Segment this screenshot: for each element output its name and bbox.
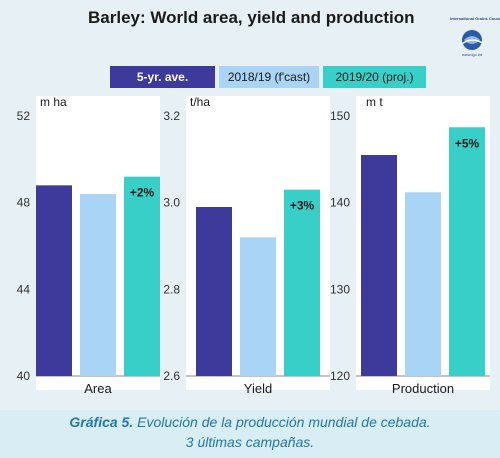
bar-production-3 bbox=[449, 127, 485, 377]
y-tick-label-area: 44 bbox=[17, 282, 31, 296]
y-tick-label-area: 52 bbox=[17, 109, 31, 123]
y-tick-label-production: 140 bbox=[330, 196, 350, 210]
annotation-area: +2% bbox=[130, 186, 155, 200]
y-tick-label-yield: 2.6 bbox=[163, 369, 180, 383]
unit-label-yield: t/ha bbox=[190, 95, 210, 109]
legend-label-forecast: 2018/19 (f'cast) bbox=[227, 70, 311, 84]
bar-charts: m ha 52 48 44 40 +2% Area t/ha 3.2 3.0 2.8 2.6 +3% Yi… bbox=[17, 95, 490, 396]
x-label-production: Production bbox=[392, 381, 454, 396]
unit-label-production: m t bbox=[366, 95, 383, 109]
figure-caption-line2: 3 últimas campañas. bbox=[185, 434, 315, 450]
bar-yield-2 bbox=[240, 237, 276, 376]
y-tick-label-area: 40 bbox=[17, 369, 31, 383]
y-tick-label-yield: 3.2 bbox=[163, 109, 180, 123]
bar-area-3 bbox=[124, 176, 160, 376]
chart-panel: Barley: World area, yield and production… bbox=[0, 0, 500, 410]
logo-name: International Grains Council bbox=[450, 16, 500, 21]
caption-text: Evolución de la producción mundial de ce… bbox=[137, 414, 431, 430]
bar-area-2 bbox=[80, 194, 116, 376]
bar-production-1 bbox=[361, 155, 397, 376]
y-tick-label-area: 48 bbox=[17, 196, 31, 210]
figure-caption-line1: Gráfica 5. Evolución de la producción mu… bbox=[0, 414, 500, 430]
bar-area-1 bbox=[36, 185, 72, 376]
legend-label-five-yr: 5-yr. ave. bbox=[136, 70, 189, 84]
annotation-production: +5% bbox=[455, 136, 480, 150]
igc-logo-icon bbox=[461, 30, 485, 50]
bar-production-2 bbox=[405, 192, 441, 376]
logo-url: www.igc.int bbox=[461, 52, 482, 57]
y-tick-label-yield: 3.0 bbox=[163, 196, 180, 210]
legend-item-five-yr: 5-yr. ave. bbox=[110, 66, 215, 88]
chart-title: Barley: World area, yield and production bbox=[88, 8, 415, 27]
annotation-yield: +3% bbox=[290, 199, 315, 213]
bar-yield-1 bbox=[196, 207, 232, 376]
x-label-yield: Yield bbox=[244, 381, 272, 396]
y-tick-label-production: 130 bbox=[330, 282, 350, 296]
caption-label: Gráfica 5. bbox=[69, 414, 134, 430]
legend-item-forecast: 2018/19 (f'cast) bbox=[219, 66, 319, 88]
y-tick-label-production: 120 bbox=[330, 369, 350, 383]
y-tick-label-production: 150 bbox=[330, 109, 350, 123]
x-label-area: Area bbox=[84, 381, 112, 396]
bar-yield-3 bbox=[284, 189, 320, 376]
legend-item-projection: 2019/20 (proj.) bbox=[323, 66, 426, 88]
unit-label-area: m ha bbox=[40, 95, 67, 109]
legend-label-projection: 2019/20 (proj.) bbox=[335, 70, 414, 84]
y-tick-label-yield: 2.8 bbox=[163, 282, 180, 296]
